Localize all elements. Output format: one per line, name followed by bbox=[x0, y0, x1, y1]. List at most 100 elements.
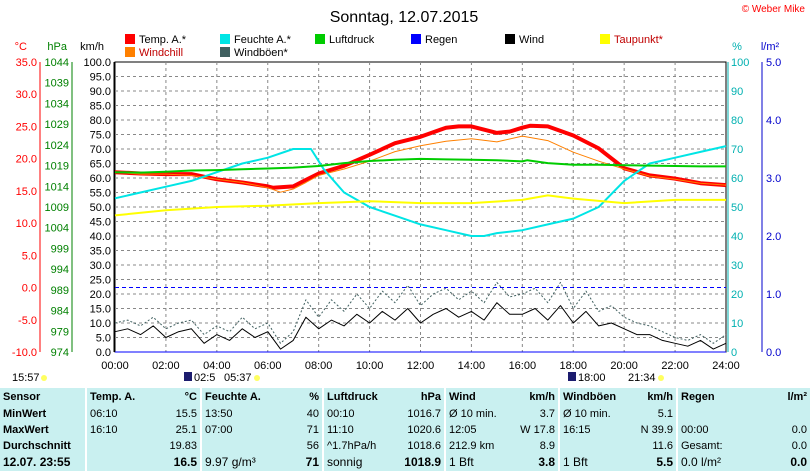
stats-cell: ^1.7hPa/h bbox=[322, 438, 395, 455]
rain-tick-label: 1.0 bbox=[766, 289, 781, 301]
sun-moon-row: 15:57 02:5 05:37 18:00 21:34 bbox=[12, 372, 664, 384]
stats-cell: Regen bbox=[676, 388, 753, 407]
legend-label: Temp. A.* bbox=[139, 34, 187, 46]
x-tick-label: 14:00 bbox=[458, 360, 486, 372]
wind-tick-label: 15.0 bbox=[90, 304, 111, 316]
wind-tick-label: 85.0 bbox=[90, 101, 111, 113]
stats-header-row: Sensor Temp. A. °C Feuchte A.% Luftdruck hPa W… bbox=[0, 388, 810, 407]
stats-cell: 0.0 bbox=[790, 455, 807, 470]
wind-tick-label: 70.0 bbox=[90, 144, 111, 156]
wind-tick-label: 60.0 bbox=[90, 173, 111, 185]
temp-tick-label: 35.0 bbox=[16, 57, 37, 69]
stats-cell: 9.97 g/m³ bbox=[200, 454, 271, 471]
series-line bbox=[114, 302, 727, 350]
humidity-tick-label: 60 bbox=[731, 173, 743, 185]
legend-swatch bbox=[125, 34, 135, 44]
stats-cell: 3.7 bbox=[539, 407, 555, 420]
stats-cell: 11:10 bbox=[322, 422, 395, 439]
stats-row: MaxWert 16:10 25.1 07:00 71 11:10 1020.6 12:05 W… bbox=[0, 422, 810, 439]
wind-tick-label: 20.0 bbox=[90, 289, 111, 301]
pressure-tick-label: 1024 bbox=[45, 140, 69, 152]
sun-icon bbox=[41, 375, 47, 381]
temp-tick-label: 20.0 bbox=[16, 154, 37, 166]
stats-cell: Temp. A. bbox=[85, 388, 146, 407]
legend-swatch bbox=[315, 34, 325, 44]
x-tick-label: 10:00 bbox=[356, 360, 384, 372]
wind-tick-label: 75.0 bbox=[90, 130, 111, 142]
stats-row-label: 12.07. 23:55 bbox=[3, 455, 71, 470]
stats-cell: 19.83 bbox=[169, 440, 197, 453]
stats-cell: Wind bbox=[444, 388, 503, 407]
stats-cell: sonnig bbox=[322, 454, 395, 471]
humidity-tick-label: 70 bbox=[731, 144, 743, 156]
stats-cell: 25.1 bbox=[175, 424, 197, 437]
stats-row-label: Sensor bbox=[3, 390, 41, 403]
legend-swatch bbox=[411, 34, 421, 44]
series-line bbox=[114, 157, 726, 174]
x-tick-label: 06:00 bbox=[254, 360, 282, 372]
pressure-tick-label: 974 bbox=[51, 347, 69, 359]
stats-cell bbox=[200, 438, 271, 455]
stats-cell: 11.6 bbox=[652, 440, 673, 453]
stats-cell: 8.9 bbox=[539, 440, 555, 453]
weather-chart: Sonntag, 12.07.2015 © Weber Mike Temp. A… bbox=[12, 4, 806, 384]
pressure-tick-label: 1014 bbox=[45, 181, 69, 193]
x-tick-label: 04:00 bbox=[203, 360, 231, 372]
humidity-tick-label: 50 bbox=[731, 202, 743, 214]
rain-tick-label: 3.0 bbox=[766, 173, 781, 185]
humidity-tick-label: 30 bbox=[731, 260, 743, 272]
pressure-tick-label: 1004 bbox=[45, 223, 69, 235]
legend-swatch bbox=[600, 34, 610, 44]
moonset-icon bbox=[184, 372, 192, 381]
stats-cell: 3.8 bbox=[538, 455, 555, 470]
legend-label: Taupunkt* bbox=[614, 34, 664, 46]
stats-cell: Ø 10 min. bbox=[444, 406, 503, 423]
stats-cell: 5.1 bbox=[657, 407, 673, 420]
moonrise-time: 18:00 bbox=[578, 372, 606, 384]
stats-cell: 1016.7 bbox=[407, 407, 441, 420]
chart-title: Sonntag, 12.07.2015 bbox=[330, 9, 479, 26]
stats-cell: Ø 10 min. bbox=[558, 406, 621, 423]
stats-cell: 16.5 bbox=[173, 455, 197, 470]
legend-label: Windböen* bbox=[234, 47, 289, 59]
rain-tick-label: 4.0 bbox=[766, 115, 781, 127]
wind-tick-label: 40.0 bbox=[90, 231, 111, 243]
wind-unit: km/h bbox=[80, 41, 104, 53]
humidity-tick-label: 10 bbox=[731, 318, 743, 330]
stats-cell: Luftdruck bbox=[322, 388, 395, 407]
pressure-tick-label: 1019 bbox=[45, 161, 69, 173]
x-tick-label: 24:00 bbox=[712, 360, 740, 372]
rain-tick-label: 5.0 bbox=[766, 57, 781, 69]
stats-cell: 00:10 bbox=[322, 406, 395, 423]
legend-label: Wind bbox=[519, 34, 544, 46]
stats-cell: Gesamt: bbox=[676, 438, 753, 455]
legend: Temp. A.* Feuchte A.* Luftdruck Regen Wind Ta… bbox=[125, 34, 664, 59]
pressure-tick-label: 999 bbox=[51, 243, 69, 255]
stats-cell: 12:05 bbox=[444, 422, 503, 439]
sunrise-time: 05:37 bbox=[224, 372, 252, 384]
sunset-time: 21:34 bbox=[628, 372, 656, 384]
wind-tick-label: 10.0 bbox=[90, 318, 111, 330]
stats-cell: 1 Bft bbox=[558, 454, 621, 471]
sunrise-icon bbox=[254, 375, 260, 381]
humidity-tick-label: 20 bbox=[731, 289, 743, 301]
stats-cell: 1018.6 bbox=[407, 440, 441, 453]
stats-row-label: MaxWert bbox=[3, 424, 49, 437]
pressure-tick-label: 1044 bbox=[45, 57, 69, 69]
temp-tick-label: 10.0 bbox=[16, 218, 37, 230]
wind-tick-label: 5.0 bbox=[96, 333, 111, 345]
stats-cell: Feuchte A. bbox=[200, 388, 271, 407]
stats-cell: W 17.8 bbox=[520, 424, 555, 437]
pressure-tick-label: 989 bbox=[51, 285, 69, 297]
rain-unit: l/m² bbox=[761, 41, 780, 53]
humidity-tick-label: 40 bbox=[731, 231, 743, 243]
legend-label: Windchill bbox=[139, 47, 183, 59]
stats-cell: km/h bbox=[647, 390, 673, 403]
pressure-tick-label: 994 bbox=[51, 264, 69, 276]
wind-tick-label: 55.0 bbox=[90, 188, 111, 200]
temp-tick-label: 0.0 bbox=[22, 283, 37, 295]
stats-cell: 07:00 bbox=[200, 422, 271, 439]
stats-cell: 16:10 bbox=[85, 422, 146, 439]
humidity-tick-label: 90 bbox=[731, 86, 743, 98]
legend-swatch bbox=[505, 34, 515, 44]
